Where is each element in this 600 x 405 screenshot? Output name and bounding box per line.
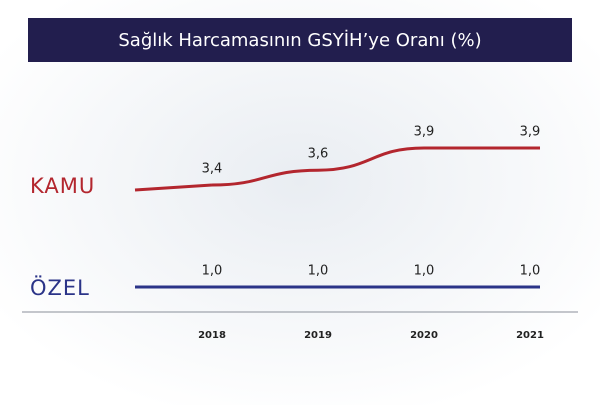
series-name: ÖZEL xyxy=(30,275,90,300)
value-label: 3,9 xyxy=(414,125,435,140)
x-tick-label: 2018 xyxy=(198,330,226,341)
x-tick-label: 2020 xyxy=(410,330,438,341)
value-label: 1,0 xyxy=(414,264,435,279)
value-label: 1,0 xyxy=(202,264,223,279)
value-label: 3,4 xyxy=(202,162,223,177)
series-name: KAMU xyxy=(30,174,95,198)
lead-in xyxy=(134,183,213,192)
value-label: 3,9 xyxy=(520,125,541,140)
chart-title: Sağlık Harcamasının GSYİH’ye Oranı (%) xyxy=(118,30,481,51)
x-tick-label: 2019 xyxy=(304,330,332,341)
x-tick-label: 2021 xyxy=(516,330,544,341)
series-line xyxy=(211,146,540,187)
title-banner xyxy=(28,18,572,62)
value-label: 1,0 xyxy=(308,264,329,279)
value-label: 1,0 xyxy=(520,264,541,279)
value-label: 3,6 xyxy=(308,147,329,162)
